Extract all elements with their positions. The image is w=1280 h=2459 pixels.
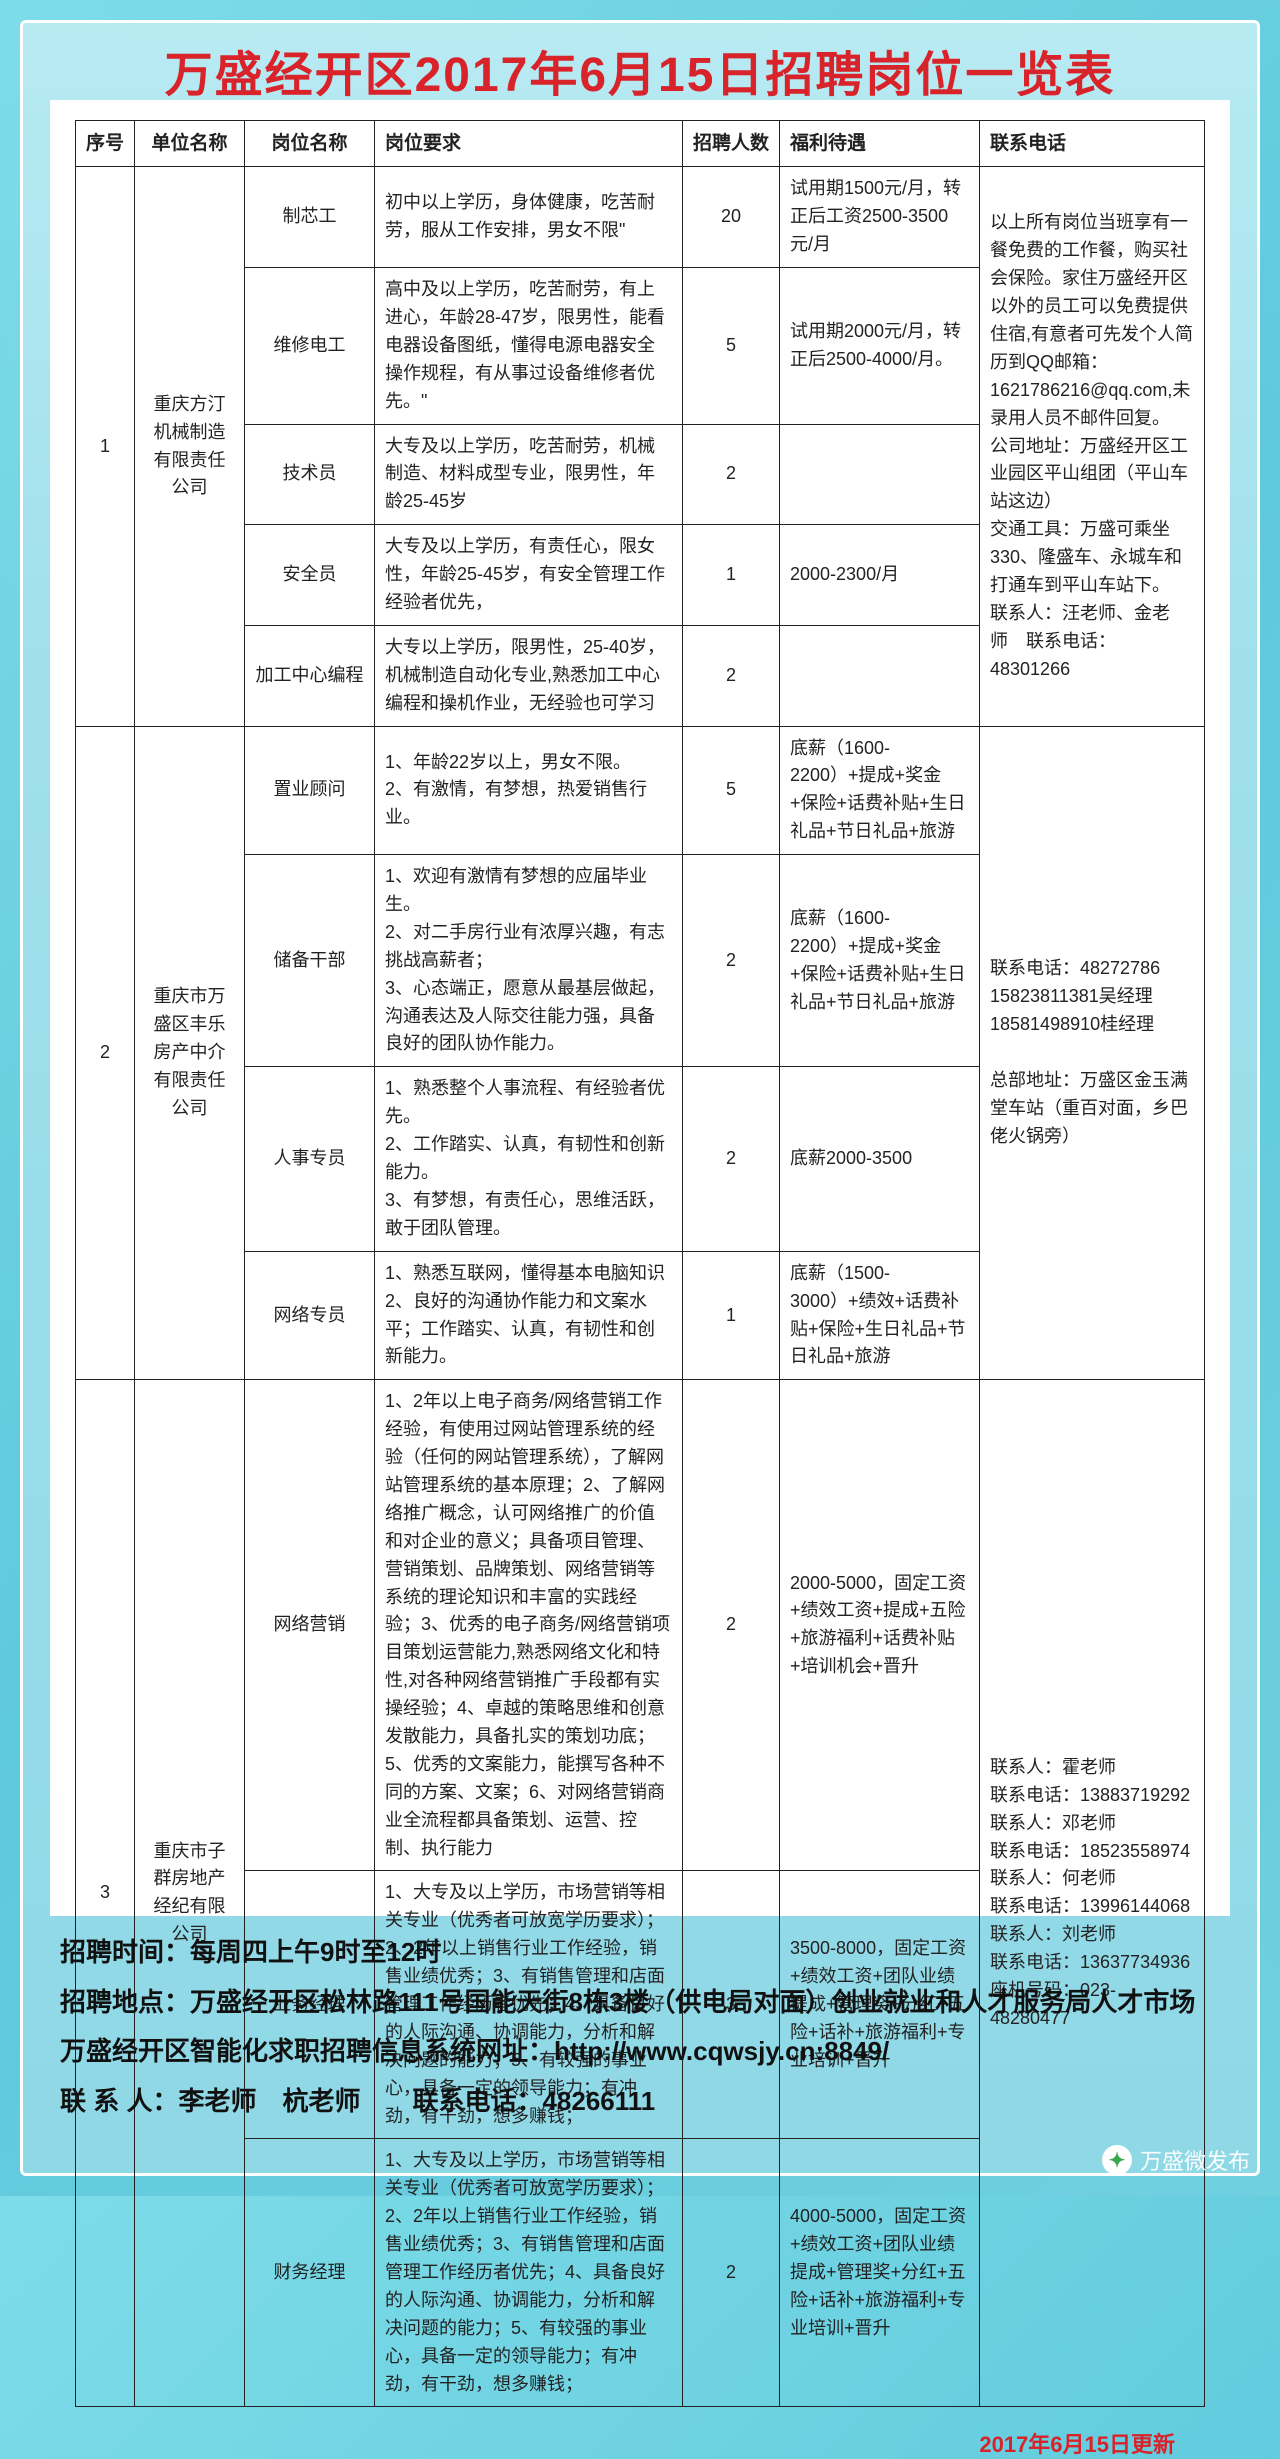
th-position: 岗位名称 xyxy=(245,121,375,167)
cell-count: 2 xyxy=(682,1067,779,1251)
update-note: 2017年6月15日更新 xyxy=(75,2427,1175,2459)
cell-count: 20 xyxy=(682,167,779,268)
cell-benefit: 底薪2000-3500 xyxy=(780,1067,980,1251)
cell-count: 5 xyxy=(682,726,779,855)
th-benefit: 福利待遇 xyxy=(780,121,980,167)
cell-benefit: 4000-5000，固定工资+绩效工资+团队业绩提成+管理奖+分红+五险+话补+… xyxy=(780,2139,980,2407)
cell-position: 网络营销 xyxy=(245,1380,375,1871)
table-row: 3重庆市子群房地产经纪有限公司网络营销1、2年以上电子商务/网络营销工作经验，有… xyxy=(76,1380,1205,1871)
th-count: 招聘人数 xyxy=(682,121,779,167)
cell-count: 1 xyxy=(682,1251,779,1380)
table-row: 1重庆方汀机械制造有限责任公司制芯工初中以上学历，身体健康，吃苦耐劳，服从工作安… xyxy=(76,167,1205,268)
cell-position: 网络专员 xyxy=(245,1251,375,1380)
footer-line-3: 万盛经开区智能化求职招聘信息系统网址：http://www.cqwsjy.cn:… xyxy=(60,2027,1220,2076)
cell-req: 1、2年以上电子商务/网络营销工作经验，有使用过网站管理系统的经验（任何的网站管… xyxy=(375,1380,683,1871)
footer-line-4: 联 系 人：李老师 杭老师 联系电话：48266111 xyxy=(60,2077,1220,2126)
cell-position: 置业顾问 xyxy=(245,726,375,855)
footer-line-1: 招聘时间：每周四上午9时至12时 xyxy=(60,1928,1220,1977)
cell-req: 初中以上学历，身体健康，吃苦耐劳，服从工作安排，男女不限" xyxy=(375,167,683,268)
cell-benefit: 底薪（1600-2200）+提成+奖金+保险+话费补贴+生日礼品+节日礼品+旅游 xyxy=(780,855,980,1067)
content-panel: 序号 单位名称 岗位名称 岗位要求 招聘人数 福利待遇 联系电话 1重庆方汀机械… xyxy=(50,100,1230,1916)
cell-count: 2 xyxy=(682,424,779,525)
cell-benefit: 试用期2000元/月，转正后2500-4000/月。 xyxy=(780,268,980,424)
cell-count: 2 xyxy=(682,855,779,1067)
cell-company: 重庆方汀机械制造有限责任公司 xyxy=(135,167,245,726)
cell-position: 安全员 xyxy=(245,525,375,626)
cell-contact: 以上所有岗位当班享有一餐免费的工作餐，购买社会保险。家住万盛经开区以外的员工可以… xyxy=(980,167,1205,726)
cell-position: 加工中心编程 xyxy=(245,625,375,726)
cell-req: 1、年龄22岁以上，男女不限。2、有激情，有梦想，热爱销售行业。 xyxy=(375,726,683,855)
cell-position: 维修电工 xyxy=(245,268,375,424)
cell-req: 1、大专及以上学历，市场营销等相关专业（优秀者可放宽学历要求）；2、2年以上销售… xyxy=(375,2139,683,2407)
cell-position: 技术员 xyxy=(245,424,375,525)
footer-line-2: 招聘地点：万盛经开区松林路111号国能天街8栋3楼（供电局对面）创业就业和人才服… xyxy=(60,1978,1220,2027)
th-company: 单位名称 xyxy=(135,121,245,167)
table-row: 2重庆市万盛区丰乐房产中介有限责任公司置业顾问1、年龄22岁以上，男女不限。2、… xyxy=(76,726,1205,855)
cell-position: 财务经理 xyxy=(245,2139,375,2407)
table-header-row: 序号 单位名称 岗位名称 岗位要求 招聘人数 福利待遇 联系电话 xyxy=(76,121,1205,167)
cell-req: 1、熟悉互联网，懂得基本电脑知识2、良好的沟通协作能力和文案水平；工作踏实、认真… xyxy=(375,1251,683,1380)
page-title: 万盛经开区2017年6月15日招聘岗位一览表 xyxy=(0,35,1280,105)
th-contact: 联系电话 xyxy=(980,121,1205,167)
th-idx: 序号 xyxy=(76,121,135,167)
cell-count: 5 xyxy=(682,268,779,424)
cell-benefit: 2000-5000，固定工资+绩效工资+提成+五险+旅游福利+话费补贴+培训机会… xyxy=(780,1380,980,1871)
cell-count: 2 xyxy=(682,625,779,726)
cell-benefit xyxy=(780,625,980,726)
cell-contact: 联系人：霍老师联系电话：13883719292联系人：邓老师联系电话：18523… xyxy=(980,1380,1205,2407)
cell-benefit: 底薪（1500-3000）+绩效+话费补贴+保险+生日礼品+节日礼品+旅游 xyxy=(780,1251,980,1380)
cell-benefit: 试用期1500元/月，转正后工资2500-3500元/月 xyxy=(780,167,980,268)
cell-idx: 3 xyxy=(76,1380,135,2407)
cell-count: 1 xyxy=(682,525,779,626)
wechat-label: 万盛微发布 xyxy=(1140,2144,1250,2176)
cell-req: 大专及以上学历，有责任心，限女性，年龄25-45岁，有安全管理工作经验者优先， xyxy=(375,525,683,626)
cell-count: 2 xyxy=(682,1380,779,1871)
cell-position: 制芯工 xyxy=(245,167,375,268)
cell-company: 重庆市子群房地产经纪有限公司 xyxy=(135,1380,245,2407)
cell-position: 人事专员 xyxy=(245,1067,375,1251)
th-req: 岗位要求 xyxy=(375,121,683,167)
cell-benefit xyxy=(780,424,980,525)
cell-req: 1、熟悉整个人事流程、有经验者优先。2、工作踏实、认真，有韧性和创新能力。3、有… xyxy=(375,1067,683,1251)
cell-benefit: 2000-2300/月 xyxy=(780,525,980,626)
cell-position: 储备干部 xyxy=(245,855,375,1067)
wechat-icon: ✦ xyxy=(1102,2145,1132,2175)
cell-req: 1、欢迎有激情有梦想的应届毕业生。2、对二手房行业有浓厚兴趣，有志挑战高薪者；3… xyxy=(375,855,683,1067)
cell-benefit: 底薪（1600-2200）+提成+奖金+保险+话费补贴+生日礼品+节日礼品+旅游 xyxy=(780,726,980,855)
cell-count: 2 xyxy=(682,2139,779,2407)
wechat-badge: ✦ 万盛微发布 xyxy=(1102,2144,1250,2176)
cell-idx: 2 xyxy=(76,726,135,1380)
cell-company: 重庆市万盛区丰乐房产中介有限责任公司 xyxy=(135,726,245,1380)
cell-contact: 联系电话：4827278615823811381吴经理18581498910桂经… xyxy=(980,726,1205,1380)
cell-req: 高中及以上学历，吃苦耐劳，有上进心，年龄28-47岁，限男性，能看电器设备图纸，… xyxy=(375,268,683,424)
cell-req: 大专以上学历，限男性，25-40岁，机械制造自动化专业,熟悉加工中心编程和操机作… xyxy=(375,625,683,726)
cell-req: 大专及以上学历，吃苦耐劳，机械制造、材料成型专业，限男性，年龄25-45岁 xyxy=(375,424,683,525)
cell-idx: 1 xyxy=(76,167,135,726)
footer-block: 招聘时间：每周四上午9时至12时 招聘地点：万盛经开区松林路111号国能天街8栋… xyxy=(60,1928,1220,2126)
